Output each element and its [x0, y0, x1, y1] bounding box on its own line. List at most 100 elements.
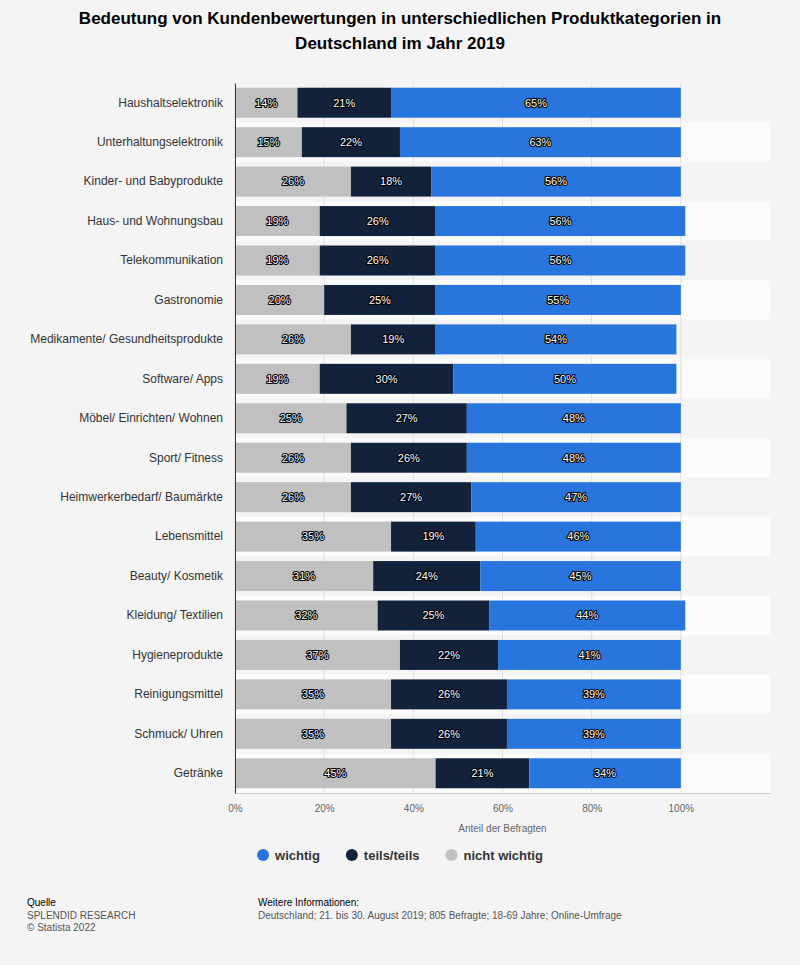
data-label: 35%	[302, 530, 324, 542]
data-label: 26%	[282, 333, 304, 345]
y-tick: Möbel/ Einrichten/ Wohnen	[79, 411, 235, 425]
bar-segment	[351, 443, 467, 473]
bar-segment	[391, 88, 681, 118]
data-label: 22%	[340, 136, 362, 148]
data-label: 15%	[257, 136, 279, 148]
row-stripe	[235, 201, 770, 240]
bar-segment	[235, 561, 373, 591]
bar-segment	[235, 206, 320, 236]
legend-label: nicht wichtig	[463, 848, 543, 863]
bar-segment	[489, 601, 685, 631]
bar-segment	[507, 679, 681, 709]
data-label: 50%	[554, 373, 576, 385]
legend-swatch	[257, 849, 269, 861]
category-label: Telekommunikation	[120, 253, 223, 267]
y-tick: Hygieneprodukte	[132, 648, 235, 662]
bar-segment	[320, 364, 454, 394]
data-label: 26%	[398, 452, 420, 464]
bar-segment	[453, 364, 676, 394]
bar-segment	[391, 719, 507, 749]
x-tick: 20%	[315, 793, 335, 814]
data-label: 25%	[369, 294, 391, 306]
category-label: Beauty/ Kosmetik	[130, 569, 224, 583]
bar-segment	[351, 167, 431, 197]
x-tick-label: 0%	[228, 803, 243, 814]
y-tick: Gastronomie	[154, 293, 235, 307]
y-tick: Schmuck/ Uhren	[134, 727, 235, 741]
category-label: Gastronomie	[154, 293, 223, 307]
row-stripe	[235, 517, 770, 556]
bar-segment	[378, 601, 489, 631]
bar-segment	[235, 285, 324, 315]
legend-item: teils/teils	[346, 848, 420, 863]
bar-segment	[235, 482, 351, 512]
legend-label: wichtig	[274, 848, 320, 863]
bar-segment	[391, 522, 476, 552]
category-label: Schmuck/ Uhren	[134, 727, 223, 741]
row-stripe	[235, 320, 770, 359]
bars	[235, 88, 685, 789]
data-label: 41%	[578, 649, 600, 661]
row-stripe	[235, 596, 770, 635]
data-labels: 14%15%26%19%19%20%26%19%25%26%26%35%31%3…	[255, 97, 616, 780]
category-label: Medikamente/ Gesundheitsprodukte	[30, 332, 223, 346]
y-tick: Reinigungsmittel	[134, 687, 235, 701]
bar-segment	[346, 403, 466, 433]
row-stripe	[235, 359, 770, 398]
data-label: 21%	[333, 97, 355, 109]
bar-segment	[235, 719, 391, 749]
data-label: 44%	[576, 609, 598, 621]
data-label: 26%	[282, 175, 304, 187]
category-label: Haushaltselektronik	[118, 96, 224, 110]
background	[0, 0, 800, 965]
bar-segment	[351, 324, 436, 354]
category-label: Kleidung/ Textilien	[126, 608, 223, 622]
y-tick: Kinder- und Babyprodukte	[84, 174, 235, 188]
bar-segment	[235, 364, 320, 394]
y-tick: Getränke	[174, 766, 235, 780]
data-label: 26%	[282, 452, 304, 464]
bar-segment	[302, 127, 400, 157]
bar-segment	[480, 561, 681, 591]
data-label: 56%	[549, 215, 571, 227]
data-label: 39%	[583, 728, 605, 740]
category-label: Möbel/ Einrichten/ Wohnen	[79, 411, 223, 425]
bar-segment	[373, 561, 480, 591]
bar-segment	[436, 206, 686, 236]
data-label: 26%	[438, 728, 460, 740]
row-stripe	[235, 635, 770, 674]
bar-segment	[498, 640, 681, 670]
data-label: 25%	[280, 412, 302, 424]
x-tick-label: 100%	[669, 803, 695, 814]
row-stripe	[235, 477, 770, 516]
row-stripe	[235, 122, 770, 161]
data-label: 48%	[563, 412, 585, 424]
y-tick: Medikamente/ Gesundheitsprodukte	[30, 332, 235, 346]
row-stripe	[235, 714, 770, 753]
x-axis-title: Anteil der Befragten	[458, 823, 546, 834]
y-tick: Kleidung/ Textilien	[126, 608, 235, 622]
data-label: 39%	[583, 688, 605, 700]
y-tick: Software/ Apps	[142, 372, 235, 386]
category-label: Sport/ Fitness	[149, 451, 223, 465]
data-label: 56%	[549, 254, 571, 266]
x-axis-line	[236, 793, 771, 794]
bar-segment	[235, 522, 391, 552]
bar-segment	[476, 522, 681, 552]
bar-segment	[436, 246, 686, 276]
info: Deutschland; 21. bis 30. August 2019; 80…	[258, 910, 622, 921]
grid-line	[235, 83, 236, 793]
y-tick: Unterhaltungselektronik	[97, 135, 235, 149]
y-tick: Lebensmittel	[155, 529, 235, 543]
bar-segment	[235, 246, 320, 276]
data-label: 19%	[266, 254, 288, 266]
bar-segment	[235, 127, 302, 157]
data-label: 45%	[570, 570, 592, 582]
data-label: 47%	[565, 491, 587, 503]
data-label: 26%	[282, 491, 304, 503]
bar-segment	[467, 403, 681, 433]
bar-segment	[320, 246, 436, 276]
x-tick-label: 60%	[493, 803, 513, 814]
category-label: Heimwerkerbedarf/ Baumärkte	[60, 490, 223, 504]
data-label: 65%	[525, 97, 547, 109]
